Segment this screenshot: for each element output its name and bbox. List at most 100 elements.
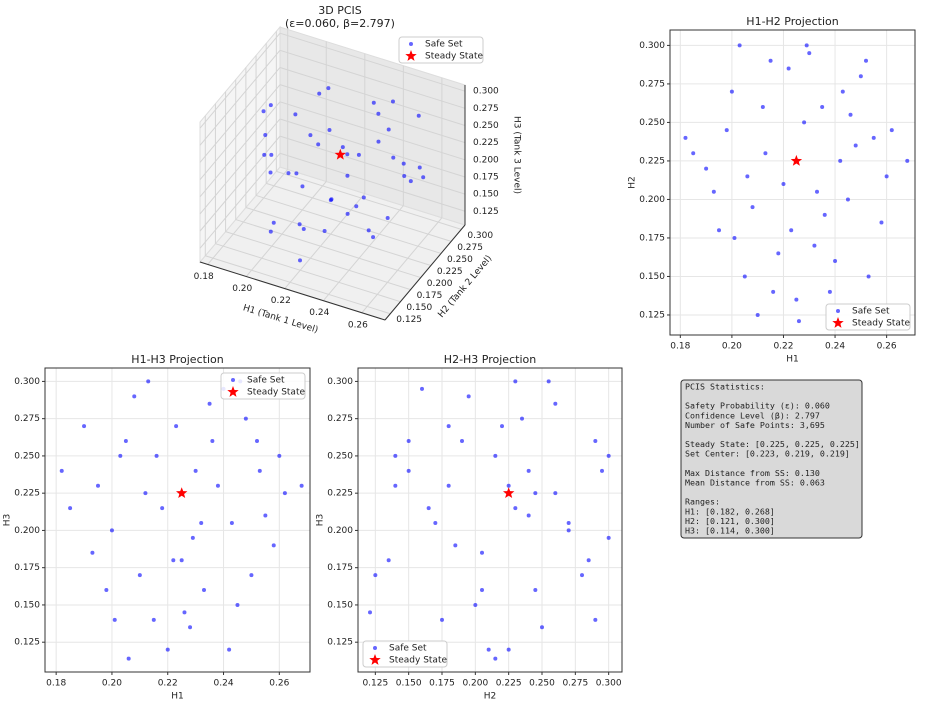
safe-set-point: [417, 165, 422, 170]
safe-set-point: [421, 175, 426, 180]
legend-marker: [227, 386, 239, 397]
y-tick-label: 0.200: [639, 195, 665, 205]
safe-set-point: [406, 468, 411, 473]
x-tick-label: 0.20: [722, 342, 742, 352]
safe-set-point: [143, 491, 148, 496]
y-tick-label: 0.125: [396, 315, 422, 325]
x-tick-label: 0.300: [596, 679, 622, 689]
z-tick-label: 0.225: [473, 138, 499, 148]
safe-set-point: [193, 468, 198, 473]
safe-set-point: [199, 520, 204, 525]
safe-set-point: [317, 91, 322, 96]
safe-set-point: [593, 439, 598, 444]
safe-set-point: [691, 151, 696, 156]
safe-set-point: [566, 528, 571, 533]
safe-set-point: [776, 251, 781, 256]
safe-set-point: [724, 128, 729, 133]
safe-set-point: [763, 151, 768, 156]
safe-set-point: [366, 228, 371, 233]
grid-line: [199, 101, 281, 198]
x-axis-label: H1: [171, 692, 184, 702]
safe-set-point: [506, 647, 511, 652]
grid-line: [279, 32, 466, 92]
chart-title: H1-H3 Projection: [131, 353, 223, 366]
safe-set-point: [812, 243, 817, 248]
safe-set-point: [789, 228, 794, 233]
safe-set-point: [853, 143, 858, 148]
legend-marker: [405, 50, 417, 61]
legend-marker: [836, 309, 840, 313]
safe-set-point: [263, 133, 268, 138]
x-axis-label: H1: [786, 355, 799, 365]
steady-state-marker: [334, 148, 346, 160]
safe-set-point: [368, 610, 372, 615]
safe-set-point: [493, 453, 498, 458]
safe-set-point: [174, 424, 179, 429]
y-tick-label: 0.125: [14, 638, 40, 648]
y-tick-label: 0.200: [327, 526, 353, 536]
y-tick-label: 0.225: [14, 489, 40, 499]
safe-set-point: [838, 158, 843, 163]
safe-set-point: [118, 453, 123, 458]
chart-title: H2-H3 Projection: [444, 353, 536, 366]
y-tick-label: 0.275: [639, 79, 665, 89]
chart-title: H1-H2 Projection: [746, 15, 838, 28]
x-tick-label: 0.18: [194, 272, 214, 282]
legend-box: [220, 372, 306, 400]
safe-set-point: [416, 113, 421, 118]
safe-set-point: [401, 161, 406, 166]
z-tick-label: 0.125: [473, 207, 499, 217]
y-tick-label: 0.275: [14, 414, 40, 424]
stats-line: Max Distance from SS: 0.130: [685, 468, 820, 478]
safe-set-point: [376, 139, 381, 144]
safe-set-point: [255, 439, 259, 444]
safe-set-point: [59, 468, 64, 473]
safe-set-point: [316, 142, 321, 147]
stats-line: Set Center: [0.223, 0.219, 0.219]: [685, 449, 850, 459]
x-tick-label: 0.125: [362, 679, 388, 689]
safe-set-point: [879, 220, 884, 225]
safe-set-point: [402, 173, 407, 178]
safe-set-point: [171, 558, 176, 563]
safe-set-point: [796, 319, 801, 324]
safe-set-point: [553, 491, 558, 496]
plot-frame: [669, 29, 916, 336]
safe-set-point: [268, 170, 273, 175]
safe-set-point: [123, 439, 128, 444]
safe-set-point: [297, 222, 302, 227]
grid-line: [279, 152, 466, 212]
y-tick-label: 0.225: [327, 489, 353, 499]
legend-marker: [409, 42, 413, 46]
safe-set-point: [473, 602, 478, 607]
grid-line: [255, 194, 442, 254]
y-tick-label: 0.200: [14, 526, 40, 536]
y-tick-label: 0.300: [467, 231, 493, 241]
x-tick-label: 0.275: [562, 679, 588, 689]
safe-set-point: [480, 550, 484, 555]
x-tick-label: 0.225: [496, 679, 522, 689]
safe-set-point: [802, 120, 807, 125]
safe-set-point: [553, 401, 558, 406]
safe-set-point: [322, 229, 327, 234]
safe-set-point: [420, 386, 424, 391]
safe-set-point: [268, 103, 273, 108]
safe-set-point: [299, 483, 304, 488]
safe-set-point: [480, 588, 484, 593]
stats-heading: PCIS Statistics:: [685, 382, 765, 392]
safe-set-point: [737, 43, 742, 48]
grid-line: [279, 67, 466, 126]
stats-line: Ranges:: [685, 497, 720, 507]
legend-marker: [832, 317, 844, 328]
z-tick-label: 0.300: [473, 87, 499, 97]
y-tick-label: 0.275: [457, 243, 483, 253]
safe-set-point: [871, 135, 876, 140]
steady-state-marker: [503, 487, 515, 498]
safe-set-point: [493, 656, 498, 661]
safe-set-point: [154, 453, 159, 458]
y-tick-label: 0.300: [14, 377, 40, 387]
safe-set-point: [132, 394, 137, 399]
safe-set-point: [282, 491, 287, 496]
safe-set-point: [269, 152, 274, 157]
safe-set-point: [257, 468, 262, 473]
stats-line: Number of Safe Points: 3,695: [685, 420, 825, 430]
